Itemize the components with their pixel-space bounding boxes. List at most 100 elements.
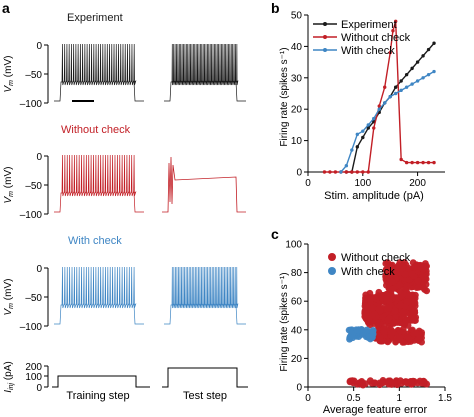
- scatter-point-without-check: [396, 281, 404, 289]
- scatter-point-without-check: [380, 378, 387, 386]
- panel-label-b: b: [271, 0, 280, 16]
- data-point-experiment: [355, 145, 360, 149]
- scatter-point-without-check: [385, 304, 393, 312]
- scatter-point-without-check: [414, 277, 422, 285]
- data-point-with-check: [344, 164, 349, 168]
- data-point-without-check: [344, 170, 349, 174]
- panel-b-x-tick-label: 200: [409, 178, 426, 189]
- scatter-point-without-check: [418, 329, 426, 336]
- scatter-point-with-check: [366, 333, 374, 341]
- data-point-without-check: [328, 170, 332, 174]
- panel-a: Experiment Without check With check 0 –5…: [3, 12, 248, 402]
- scatter-point-without-check: [402, 378, 410, 385]
- voltage-trace-test-without-check: [162, 156, 246, 213]
- data-point-experiment: [404, 72, 409, 77]
- panel-b-legend: Experiment Without check With check: [313, 19, 411, 57]
- vm-axis-label: Vm (mV): [3, 56, 15, 93]
- series-line-experiment: [346, 42, 435, 173]
- scatter-point-without-check: [391, 307, 399, 315]
- test-step-label: Test step: [183, 390, 227, 402]
- voltage-trace-training-experiment: [54, 43, 144, 102]
- vm-tick-label: 0: [36, 152, 42, 163]
- panel-c-x-tick-label: 0: [305, 393, 311, 404]
- scatter-point-without-check: [362, 308, 370, 316]
- data-point-without-check: [404, 160, 409, 165]
- scatter-point-without-check: [396, 327, 404, 335]
- voltage-trace-test-with-check: [164, 266, 246, 325]
- legend-label-experiment: Experiment: [341, 19, 397, 31]
- panel-c-x-tick-label: 1: [397, 393, 403, 404]
- scatter-point-without-check: [409, 309, 417, 316]
- data-point-without-check: [366, 170, 370, 174]
- iinj-tick-label: 100: [25, 372, 42, 383]
- panel-c-xlabel: Average feature error: [323, 404, 428, 416]
- scatter-point-without-check: [367, 296, 375, 304]
- scatter-point-without-check: [383, 296, 390, 304]
- vm-axis-row-1: 0 –50 –100 Vm (mV): [3, 41, 49, 110]
- scatter-point-without-check: [380, 328, 388, 336]
- data-point-experiment: [426, 47, 431, 52]
- data-point-with-check: [366, 123, 370, 127]
- data-point-with-check: [355, 132, 360, 137]
- trace-title-without-check: Without check: [61, 124, 131, 136]
- scatter-point-without-check: [405, 292, 413, 299]
- legend-label-without-check: Without check: [341, 32, 411, 44]
- panel-c-y-tick-label: 100: [285, 240, 302, 251]
- vm-axis-row-3: 0 –50 –100 Vm (mV): [3, 264, 49, 333]
- panel-c-y-tick-label: 60: [291, 297, 303, 308]
- iinj-axis: 200 100 0 Iinj (pA): [3, 361, 49, 394]
- data-point-with-check: [432, 69, 436, 74]
- data-point-experiment: [421, 54, 425, 58]
- voltage-trace-test-experiment: [164, 43, 246, 102]
- scatter-point-without-check: [416, 263, 424, 271]
- scatter-point-without-check: [382, 260, 390, 267]
- panel-b-x-tick-label: 100: [354, 178, 371, 189]
- data-point-experiment: [366, 126, 370, 130]
- series-line-without-check: [324, 21, 435, 173]
- data-point-experiment: [393, 85, 398, 89]
- scatter-point-without-check: [396, 334, 404, 341]
- data-point-with-check: [339, 170, 343, 174]
- data-point-experiment: [410, 66, 414, 71]
- panel-b-y-tick-label: 0: [296, 168, 302, 179]
- scatter-point-without-check: [420, 284, 427, 292]
- panel-b-y-tick-label: 10: [291, 136, 303, 147]
- data-point-with-check: [377, 107, 381, 111]
- scatter-point-without-check: [422, 264, 429, 272]
- vm-tick-label: –100: [20, 99, 43, 110]
- panel-c-firing-rate-vs-error: 0 0.5 1 1.5 0 20 40 60 80 100 Without check With …: [279, 240, 452, 417]
- data-point-without-check: [432, 160, 436, 165]
- legend-label-with-check: With check: [341, 45, 395, 57]
- scatter-point-with-check: [353, 326, 361, 334]
- data-point-without-check: [388, 50, 392, 55]
- data-point-without-check: [393, 19, 398, 23]
- scatter-point-without-check: [365, 315, 373, 323]
- panel-b-y-tick-label: 20: [291, 105, 303, 116]
- vm-tick-label: 0: [36, 264, 42, 275]
- data-point-with-check: [372, 116, 376, 121]
- vm-tick-label: –50: [25, 70, 42, 81]
- panel-b-xlabel: Stim. amplitude (pA): [324, 190, 424, 202]
- data-point-with-check: [426, 72, 431, 77]
- legend-label-with-check: With check: [341, 266, 395, 278]
- scatter-point-without-check: [405, 334, 413, 342]
- data-point-without-check: [421, 160, 425, 165]
- vm-tick-label: 0: [36, 41, 42, 52]
- scatter-point-without-check: [389, 278, 396, 286]
- scatter-point-without-check: [350, 377, 358, 385]
- scatter-point-without-check: [412, 329, 420, 337]
- voltage-trace-training-with-check: [54, 266, 144, 325]
- panel-c-x-tick-label: 0.5: [347, 393, 361, 404]
- panel-b-firing-rate-vs-stimulus: 0 100 200 0 10 20 30 40 50 Experiment Without ch…: [279, 11, 445, 202]
- panel-c-y-tick-label: 0: [296, 383, 302, 394]
- vm-axis-row-2: 0 –50 –100 Vm (mV): [3, 152, 49, 221]
- scatter-point-without-check: [356, 379, 364, 387]
- scatter-point-without-check: [419, 273, 427, 281]
- data-point-without-check: [333, 170, 338, 174]
- data-point-experiment: [399, 79, 403, 83]
- scatter-point-without-check: [369, 304, 377, 312]
- scatter-point-without-check: [397, 377, 404, 384]
- scatter-point-without-check: [401, 270, 409, 278]
- training-step-label: Training step: [66, 390, 129, 402]
- scatter-point-without-check: [415, 283, 422, 291]
